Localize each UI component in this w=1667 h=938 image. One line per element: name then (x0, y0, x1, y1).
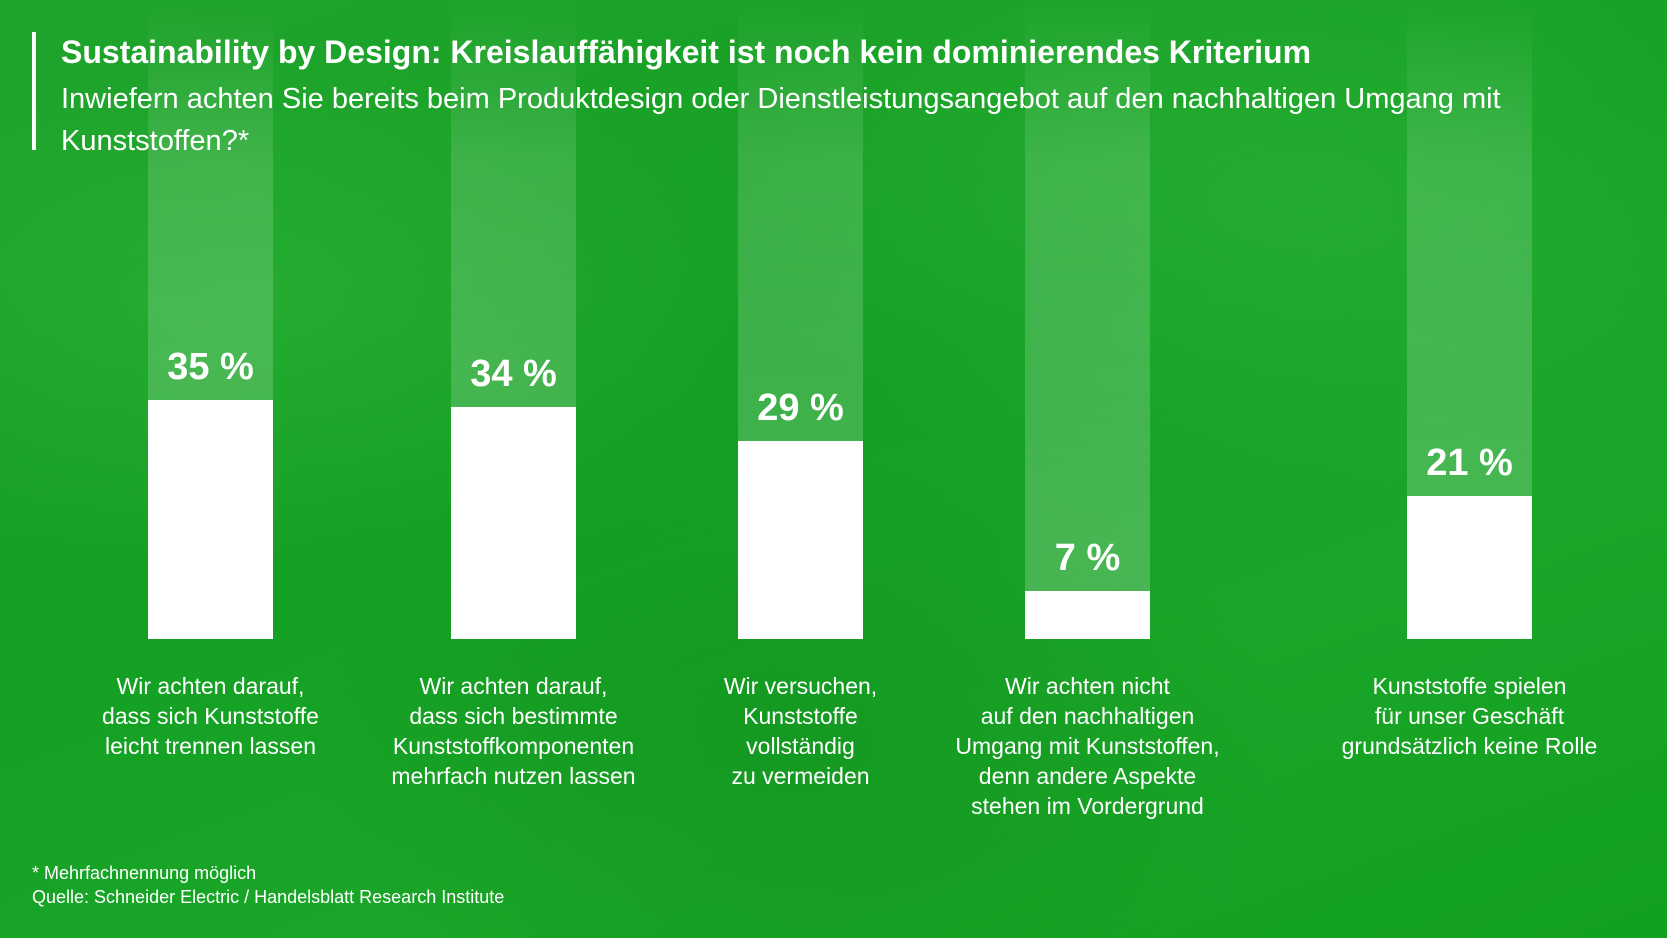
chart-subtitle: Inwiefern achten Sie bereits beim Produk… (61, 83, 1501, 157)
title-accent-line (32, 32, 36, 150)
data-label: 29 % (757, 386, 844, 429)
footnote: * Mehrfachnennung möglich (32, 863, 257, 883)
category-label: Wir versuchen, Kunststoffe vollständig zu v… (723, 673, 878, 789)
bar (451, 406, 576, 639)
data-label: 21 % (1426, 441, 1513, 484)
source: Quelle: Schneider Electric / Handelsblat… (32, 887, 505, 907)
category-label: Wir achten nicht auf den nachhaltigen Umga… (955, 673, 1220, 819)
category-label: Wir achten darauf, dass sich bestimmte Kun… (391, 673, 636, 789)
chart-title: Sustainability by Design: Kreislauffähig… (61, 34, 1312, 70)
data-label: 35 % (167, 345, 254, 388)
data-label: 34 % (470, 352, 557, 395)
data-label: 7 % (1054, 537, 1121, 580)
bar-background-column (1025, 0, 1150, 639)
bar (1025, 591, 1150, 639)
category-label: Kunststoffe spielen für unser Geschäft gru… (1341, 673, 1598, 759)
bar (1407, 495, 1532, 639)
bar (148, 399, 273, 639)
category-label: Wir achten darauf, dass sich Kunststoffe l… (102, 673, 319, 759)
bar (738, 440, 863, 639)
